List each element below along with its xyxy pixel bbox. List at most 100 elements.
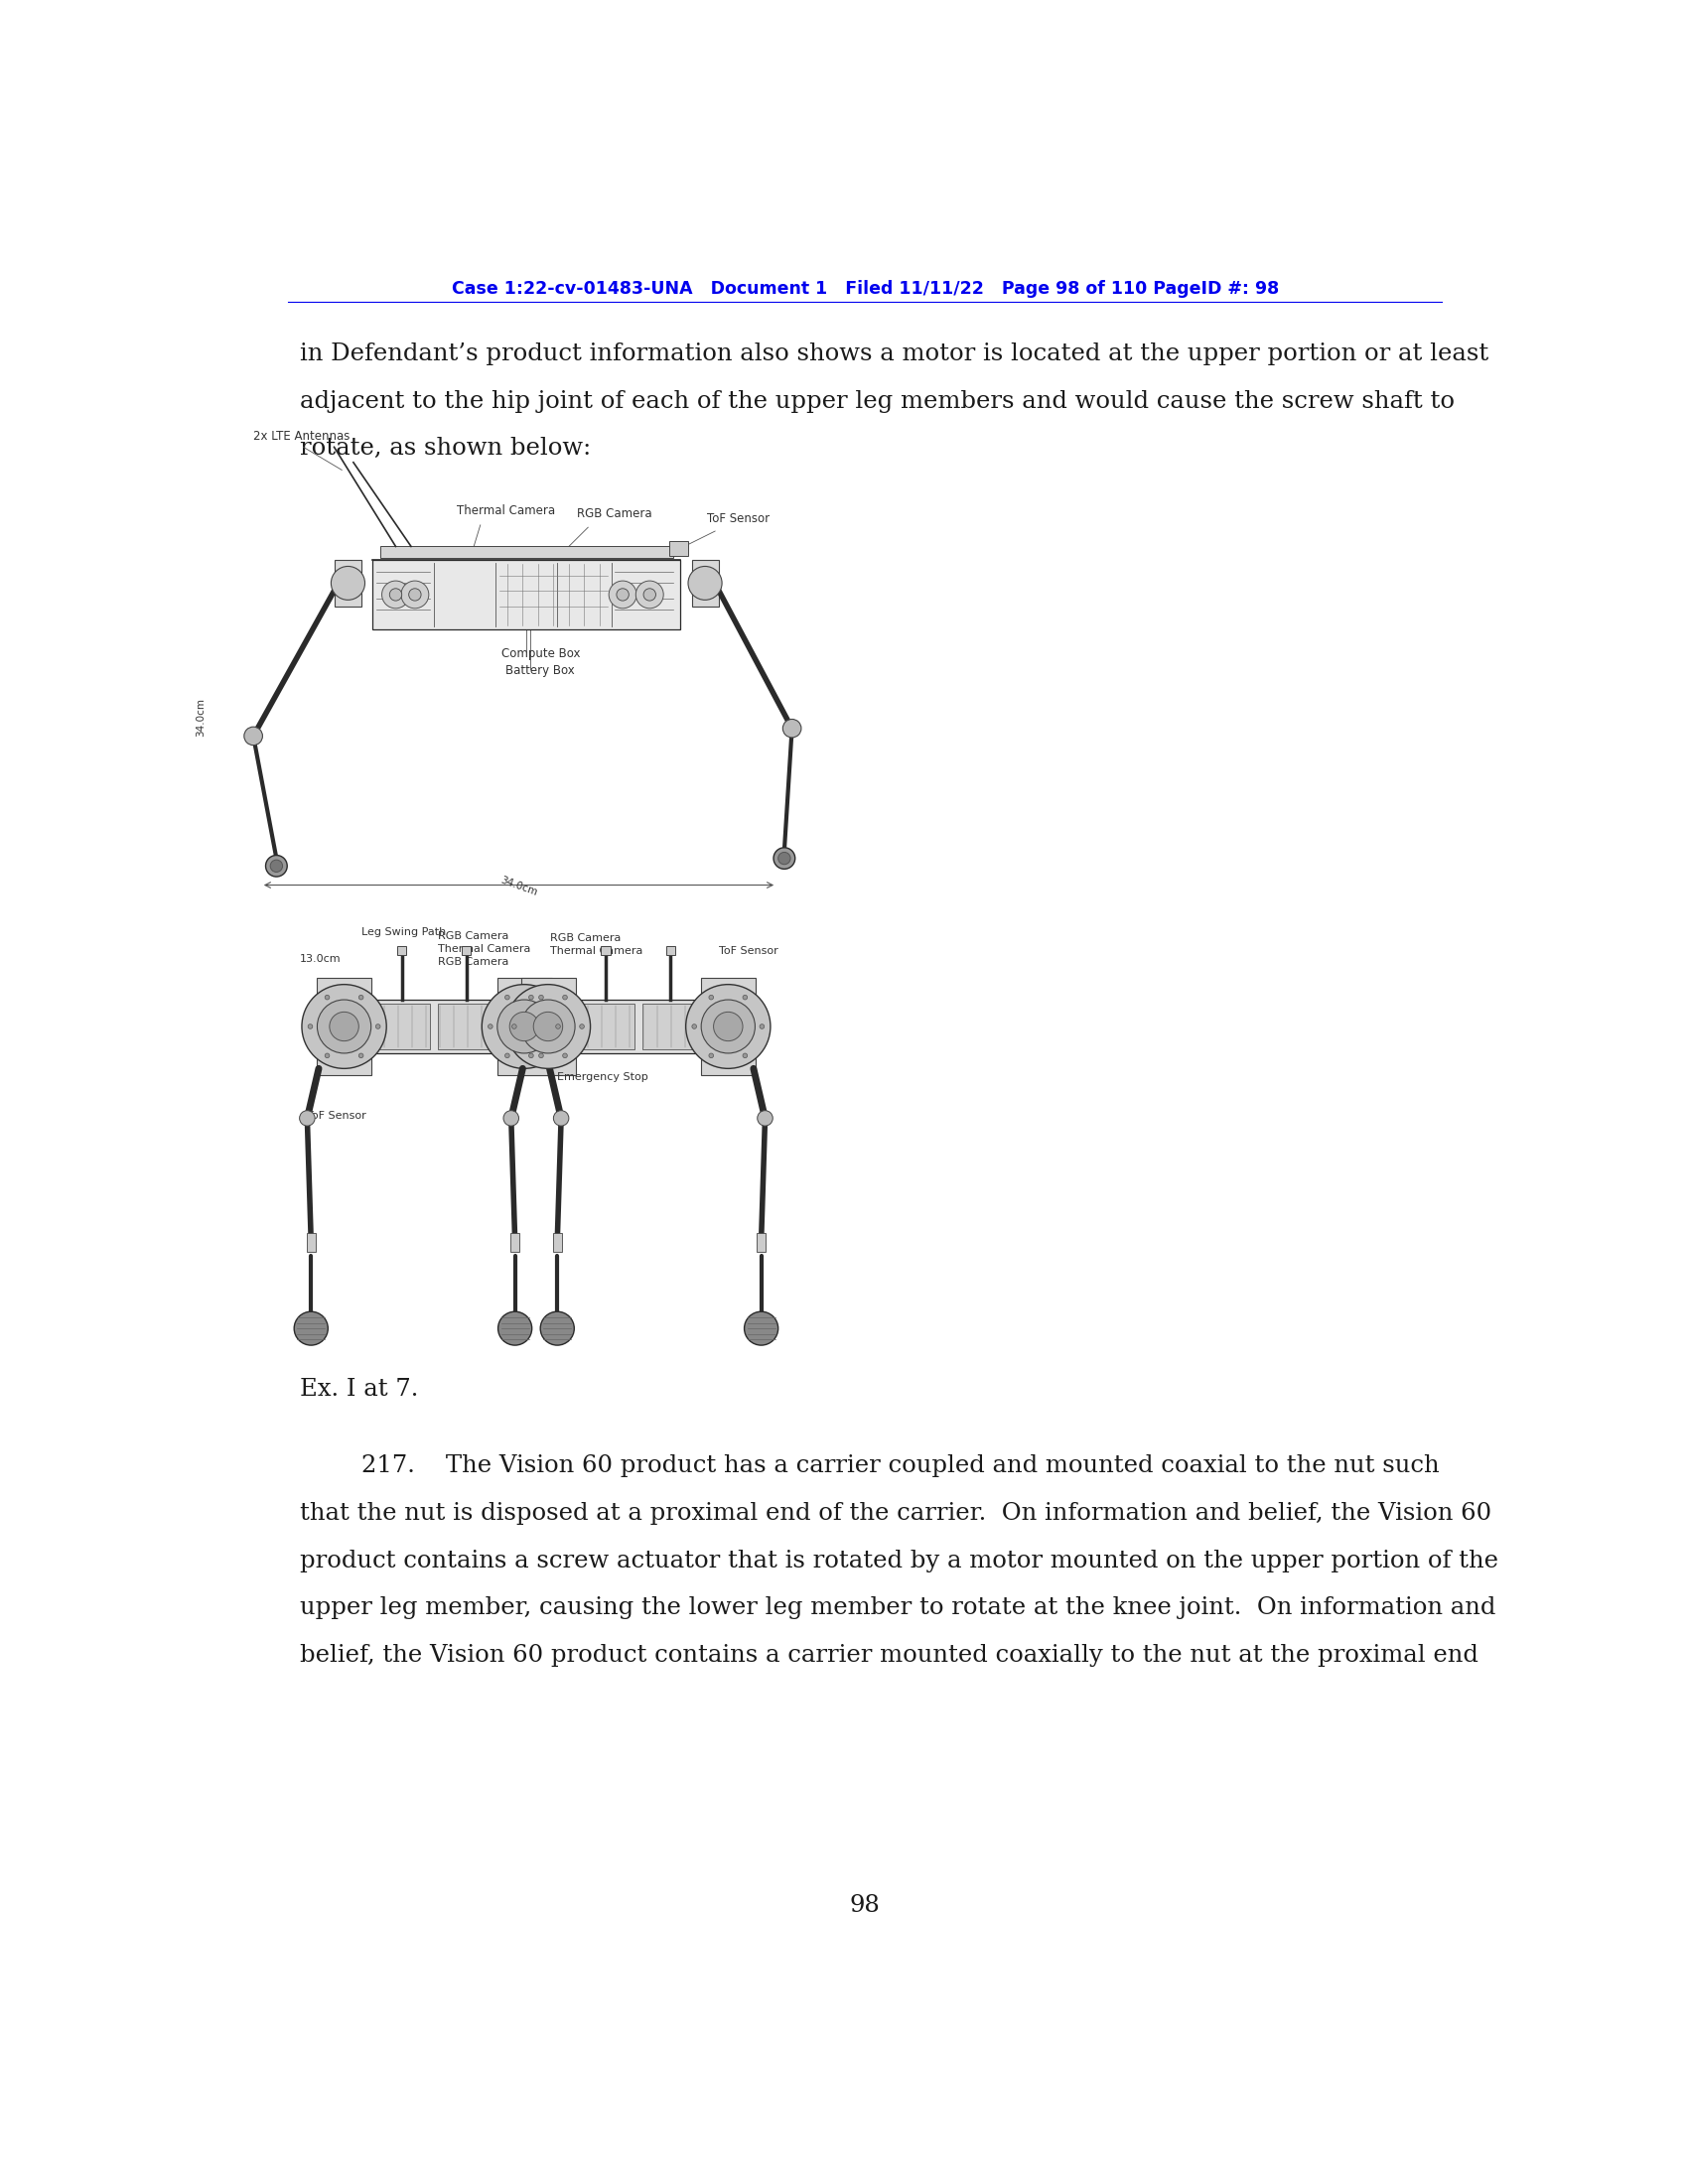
Circle shape	[488, 1024, 493, 1029]
Circle shape	[760, 1024, 765, 1029]
Text: adjacent to the hip joint of each of the upper leg members and would cause the s: adjacent to the hip joint of each of the…	[299, 389, 1455, 413]
Circle shape	[554, 1109, 569, 1127]
Text: 217.    The Vision 60 product has a carrier coupled and mounted coaxial to the n: 217. The Vision 60 product has a carrier…	[299, 1455, 1438, 1476]
Text: in Defendant’s product information also shows a motor is located at the upper po: in Defendant’s product information also …	[299, 343, 1489, 365]
Circle shape	[778, 852, 790, 865]
Circle shape	[307, 1024, 312, 1029]
Text: RGB Camera: RGB Camera	[550, 933, 621, 943]
Circle shape	[555, 1024, 560, 1029]
Circle shape	[270, 860, 282, 871]
Text: Case 1:22-cv-01483-UNA   Document 1   Filed 11/11/22   Page 98 of 110 PageID #: : Case 1:22-cv-01483-UNA Document 1 Filed …	[451, 280, 1280, 297]
Circle shape	[714, 1011, 743, 1042]
Circle shape	[528, 996, 533, 1000]
Circle shape	[685, 985, 770, 1068]
Bar	[380, 546, 674, 557]
Text: 34.0cm: 34.0cm	[500, 876, 538, 898]
Circle shape	[505, 996, 510, 1000]
Bar	[498, 978, 552, 1075]
Text: belief, the Vision 60 product contains a carrier mounted coaxially to the nut at: belief, the Vision 60 product contains a…	[299, 1645, 1479, 1666]
Circle shape	[498, 1313, 532, 1345]
Circle shape	[506, 985, 591, 1068]
Text: product contains a screw actuator that is rotated by a motor mounted on the uppe: product contains a screw actuator that i…	[299, 1548, 1497, 1572]
Circle shape	[783, 719, 802, 738]
Circle shape	[408, 587, 420, 601]
Circle shape	[562, 996, 567, 1000]
Text: ToF Sensor: ToF Sensor	[707, 511, 770, 524]
Circle shape	[402, 581, 429, 609]
Circle shape	[744, 1313, 778, 1345]
Circle shape	[528, 1053, 533, 1057]
Bar	[307, 1232, 316, 1251]
Text: Ex. I at 7.: Ex. I at 7.	[299, 1378, 419, 1400]
Text: Thermal Camera: Thermal Camera	[437, 943, 530, 954]
Circle shape	[579, 1024, 584, 1029]
Text: RGB Camera: RGB Camera	[437, 957, 508, 968]
Circle shape	[376, 1024, 380, 1029]
Text: Emergency Stop: Emergency Stop	[557, 1072, 648, 1083]
Circle shape	[511, 1024, 517, 1029]
Circle shape	[562, 1053, 567, 1057]
Circle shape	[533, 1011, 562, 1042]
Text: 2x LTE Antennas: 2x LTE Antennas	[253, 430, 349, 443]
Circle shape	[324, 996, 329, 1000]
Circle shape	[538, 1053, 544, 1057]
Circle shape	[302, 985, 387, 1068]
Circle shape	[329, 1011, 360, 1042]
Circle shape	[538, 996, 544, 1000]
Text: RGB Camera: RGB Camera	[437, 930, 508, 941]
Bar	[577, 1005, 635, 1051]
Circle shape	[481, 985, 567, 1068]
Circle shape	[503, 1109, 518, 1127]
Bar	[665, 946, 675, 954]
Circle shape	[743, 996, 748, 1000]
Circle shape	[709, 1053, 714, 1057]
Circle shape	[758, 1109, 773, 1127]
Circle shape	[324, 1053, 329, 1057]
Circle shape	[773, 847, 795, 869]
Bar	[334, 559, 361, 605]
Text: 98: 98	[849, 1894, 881, 1918]
Circle shape	[609, 581, 636, 609]
Circle shape	[701, 1000, 755, 1053]
Circle shape	[505, 1053, 510, 1057]
Text: rotate, as shown below:: rotate, as shown below:	[299, 437, 591, 461]
Text: 13.0cm: 13.0cm	[299, 954, 341, 963]
Circle shape	[360, 996, 363, 1000]
Text: ToF Sensor: ToF Sensor	[307, 1109, 366, 1120]
Circle shape	[616, 587, 630, 601]
Circle shape	[294, 1313, 327, 1345]
Text: Battery Box: Battery Box	[505, 664, 574, 677]
Text: Leg Swing Path: Leg Swing Path	[361, 926, 446, 937]
Bar	[552, 1232, 562, 1251]
Circle shape	[709, 996, 714, 1000]
Bar	[668, 542, 689, 557]
Bar	[373, 1005, 430, 1051]
Circle shape	[390, 587, 402, 601]
Bar	[601, 946, 611, 954]
Bar	[692, 559, 719, 605]
Text: Thermal Camera: Thermal Camera	[550, 946, 643, 957]
Bar	[522, 978, 576, 1075]
Bar	[317, 978, 371, 1075]
Bar	[397, 946, 407, 954]
Text: that the nut is disposed at a proximal end of the carrier.  On information and b: that the nut is disposed at a proximal e…	[299, 1503, 1491, 1524]
Circle shape	[743, 1053, 748, 1057]
Circle shape	[636, 581, 663, 609]
Bar	[510, 1232, 520, 1251]
Text: upper leg member, causing the lower leg member to rotate at the knee joint.  On : upper leg member, causing the lower leg …	[299, 1597, 1496, 1621]
Bar	[756, 1232, 766, 1251]
Bar	[437, 1005, 496, 1051]
Text: 34.0cm: 34.0cm	[196, 697, 206, 736]
Circle shape	[522, 1000, 576, 1053]
Circle shape	[360, 1053, 363, 1057]
Bar	[368, 1000, 500, 1053]
Circle shape	[317, 1000, 371, 1053]
Circle shape	[331, 566, 365, 601]
Bar	[641, 1005, 699, 1051]
Circle shape	[299, 1109, 316, 1127]
Bar	[701, 978, 756, 1075]
Text: Compute Box: Compute Box	[501, 646, 581, 660]
Circle shape	[689, 566, 722, 601]
Text: RGB Camera: RGB Camera	[577, 507, 652, 520]
Circle shape	[692, 1024, 697, 1029]
